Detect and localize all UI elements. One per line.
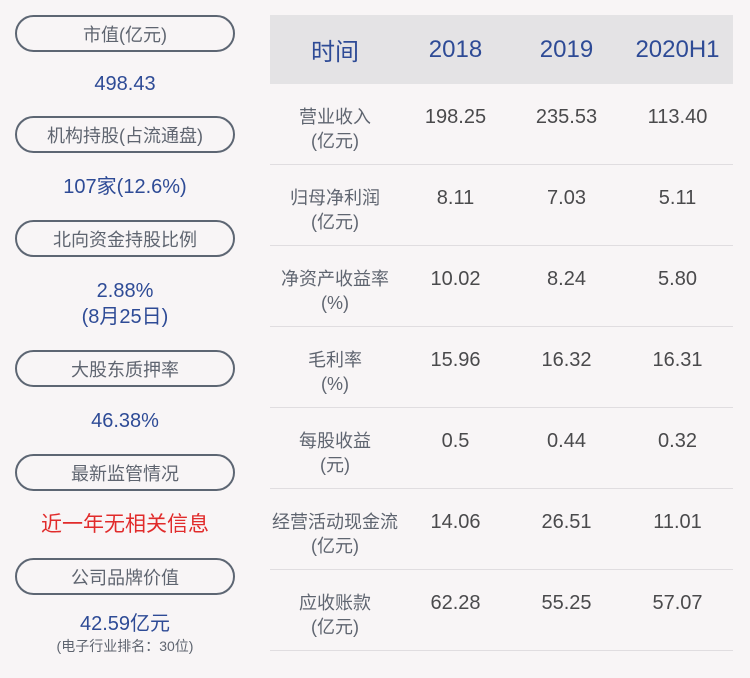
regulatory-status-value: 近一年无相关信息 [15,491,235,558]
cell-2019: 26.51 [541,511,592,533]
value-text: 近一年无相关信息 [41,512,209,536]
financials-table: 时间 2018 2019 2020H1 营业收入 (亿元) 198.25 235.… [270,15,733,651]
cell-2020h1: 5.11 [658,187,697,209]
cell-2018: 10.02 [430,268,481,290]
cell-2018: 0.5 [441,430,470,452]
header-2019: 2019 [539,35,594,63]
metric-name: 归母净利润 [290,188,380,208]
value-text: 42.59亿元 [79,613,171,635]
cell-2020h1: 5.80 [658,268,697,290]
table-header: 时间 2018 2019 2020H1 [270,15,733,84]
metric-unit: (亿元) [311,212,359,232]
pledge-ratio-value: 46.38% [15,387,235,454]
header-period: 时间 [311,39,359,66]
row-label: 应收账款 (亿元) [270,570,400,650]
table-row: 经营活动现金流 (亿元) 14.06 26.51 11.01 [270,489,733,570]
brand-value-label: 公司品牌价值 [15,558,235,595]
cell-2019: 7.03 [547,187,586,209]
metric-name: 营业收入 [299,107,371,127]
metric-name: 应收账款 [299,593,371,613]
metric-unit: (%) [321,374,349,394]
metric-name: 毛利率 [308,350,362,370]
cell-2019: 16.32 [541,349,592,371]
table-row: 归母净利润 (亿元) 8.11 7.03 5.11 [270,165,733,246]
cell-2020h1: 57.07 [652,592,703,614]
metric-name: 每股收益 [299,431,371,451]
northbound-holding-label: 北向资金持股比例 [15,220,235,257]
value-text: 46.38% [91,409,159,432]
table-row: 毛利率 (%) 15.96 16.32 16.31 [270,327,733,408]
industry-rank-note: (电子行业排名：30位) [56,638,194,654]
regulatory-status-label: 最新监管情况 [15,454,235,491]
table-row: 每股收益 (元) 0.5 0.44 0.32 [270,408,733,489]
cell-2020h1: 0.32 [658,430,697,452]
metric-name: 经营活动现金流 [272,512,398,532]
value-date: (8月25日) [81,305,169,328]
table-row: 净资产收益率 (%) 10.02 8.24 5.80 [270,246,733,327]
row-label: 净资产收益率 (%) [270,246,400,326]
cell-2020h1: 16.31 [652,349,703,371]
metric-unit: (亿元) [311,536,359,556]
metric-unit: (亿元) [311,131,359,151]
cell-2020h1: 113.40 [647,106,708,128]
value-text: 107家(12.6%) [63,175,187,198]
row-label: 毛利率 (%) [270,327,400,407]
pledge-ratio-label: 大股东质押率 [15,350,235,387]
pill-text: 最新监管情况 [71,463,179,484]
cell-2018: 15.96 [430,349,481,371]
row-label: 归母净利润 (亿元) [270,165,400,245]
cell-2020h1: 11.01 [653,511,702,533]
value-text: 498.43 [94,73,156,95]
row-label: 营业收入 (亿元) [270,84,400,164]
value-text: 2.88% [96,279,154,302]
pill-text: 机构持股(占流通盘) [47,125,203,146]
pill-text: 公司品牌价值 [71,567,179,588]
metric-name: 净资产收益率 [281,269,389,289]
pill-text: 市值(亿元) [83,24,167,45]
pill-text: 大股东质押率 [71,359,179,380]
cell-2019: 8.24 [547,268,586,290]
market-cap-label: 市值(亿元) [15,15,235,52]
row-label: 经营活动现金流 (亿元) [270,489,400,569]
institutional-holding-value: 107家(12.6%) [15,153,235,220]
metric-unit: (元) [320,455,350,475]
table-row: 应收账款 (亿元) 62.28 55.25 57.07 [270,570,733,651]
market-cap-value: 498.43 [15,52,235,116]
header-2020h1: 2020H1 [635,35,720,63]
cell-2019: 0.44 [547,430,586,452]
key-metrics-panel: 市值(亿元) 498.43 机构持股(占流通盘) 107家(12.6%) 北向资… [15,15,235,665]
cell-2018: 14.06 [430,511,481,533]
cell-2018: 198.25 [424,106,487,128]
row-label: 每股收益 (元) [270,408,400,488]
cell-2018: 8.11 [436,187,475,209]
metric-unit: (%) [321,293,349,313]
header-2018: 2018 [428,35,483,63]
cell-2019: 235.53 [535,106,598,128]
brand-value-value: 42.59亿元 (电子行业排名：30位) [15,595,235,665]
metric-unit: (亿元) [311,617,359,637]
cell-2018: 62.28 [430,592,481,614]
pill-text: 北向资金持股比例 [53,229,197,250]
cell-2019: 55.25 [541,592,592,614]
table-row: 营业收入 (亿元) 198.25 235.53 113.40 [270,84,733,165]
northbound-holding-value: 2.88% (8月25日) [15,257,235,350]
institutional-holding-label: 机构持股(占流通盘) [15,116,235,153]
